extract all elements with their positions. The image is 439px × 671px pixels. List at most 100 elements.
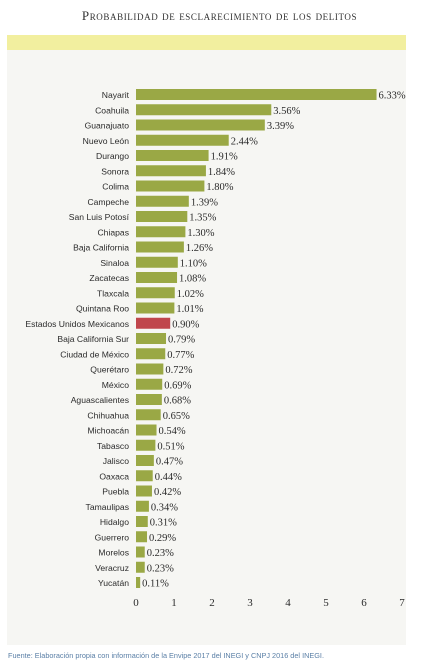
value-label: 0.77% (167, 350, 194, 361)
category-label: Baja California Sur (57, 334, 129, 344)
category-label: Puebla (102, 487, 129, 497)
bar (136, 241, 184, 253)
x-tick-label: 3 (247, 597, 253, 609)
bar (136, 180, 205, 192)
bar (136, 211, 188, 222)
value-label: 1.39% (191, 197, 218, 208)
bar (136, 195, 189, 207)
value-label: 0.72% (165, 365, 192, 376)
category-label: Zacatecas (89, 273, 129, 283)
category-label: Nuevo León (83, 136, 130, 146)
bar (136, 134, 229, 146)
bar (136, 89, 377, 100)
value-label: 0.90% (172, 319, 199, 330)
category-label: Chiapas (97, 227, 129, 237)
bar (136, 409, 161, 421)
category-label: Michoacán (87, 426, 129, 436)
x-tick-label: 4 (285, 597, 291, 609)
category-label: Querétaro (90, 365, 129, 375)
x-tick-label: 7 (399, 597, 405, 609)
value-label: 6.33% (379, 91, 406, 102)
value-label: 0.31% (150, 518, 177, 529)
value-label: 0.23% (147, 563, 174, 574)
value-label: 1.01% (176, 304, 203, 315)
x-tick-label: 2 (209, 597, 215, 609)
category-label: Nayarit (102, 90, 130, 100)
category-label: Guerrero (95, 532, 130, 542)
bar (136, 317, 171, 329)
bar (136, 531, 148, 543)
category-label: Baja California (73, 243, 129, 253)
bar (136, 516, 148, 527)
value-label: 1.10% (180, 258, 207, 269)
value-label: 0.11% (142, 579, 169, 590)
chart-title: Probabilidad de esclarecimiento de los d… (81, 8, 358, 23)
value-label: 2.44% (231, 136, 258, 147)
category-label: Sinaloa (100, 258, 129, 268)
bar (136, 363, 164, 375)
x-tick-label: 0 (133, 597, 139, 609)
x-tick-label: 6 (361, 597, 367, 609)
value-label: 1.08% (179, 274, 206, 285)
category-label: México (102, 380, 129, 390)
bar (136, 287, 175, 299)
category-label: Colima (102, 182, 129, 192)
bar (136, 470, 153, 482)
bar (136, 455, 154, 466)
bar (136, 485, 152, 497)
category-label: Morelos (98, 548, 129, 558)
category-label: Tamaulipas (86, 502, 129, 512)
value-label: 0.44% (155, 472, 182, 483)
value-label: 0.68% (164, 396, 191, 407)
category-label: Oaxaca (99, 471, 129, 481)
value-label: 0.34% (151, 502, 178, 513)
bar (136, 378, 163, 390)
value-label: 0.47% (156, 457, 183, 468)
category-label: Quintana Roo (76, 304, 129, 314)
bar (136, 165, 206, 177)
value-label: 1.30% (187, 228, 214, 239)
bar (136, 546, 145, 558)
value-label: 1.02% (177, 289, 204, 300)
value-label: 0.65% (163, 411, 190, 422)
bar (136, 150, 209, 161)
bar (136, 302, 175, 314)
value-label: 3.56% (273, 106, 300, 117)
value-label: 0.29% (149, 533, 176, 544)
bar (136, 272, 178, 283)
category-label: Veracruz (95, 563, 129, 573)
bar (136, 424, 157, 436)
value-label: 0.51% (157, 441, 184, 452)
bar (136, 348, 166, 360)
value-label: 1.35% (189, 213, 216, 224)
bar (136, 104, 272, 116)
category-label: Chihuahua (87, 410, 129, 420)
bar (136, 500, 149, 512)
category-label: Coahuila (95, 105, 129, 115)
category-label: Campeche (87, 197, 129, 207)
x-tick-label: 5 (323, 597, 329, 609)
bar (136, 333, 167, 344)
header-band (7, 35, 406, 50)
category-label: Estados Unidos Mexicanos (25, 319, 129, 329)
value-label: 0.79% (168, 335, 195, 346)
bar (136, 561, 145, 573)
bar (136, 439, 156, 451)
value-label: 3.39% (267, 121, 294, 132)
value-label: 1.80% (206, 182, 233, 193)
bar (136, 394, 162, 405)
value-label: 0.23% (147, 548, 174, 559)
category-label: Sonora (101, 166, 129, 176)
category-label: Durango (96, 151, 129, 161)
category-label: Tabasco (97, 441, 129, 451)
category-label: San Luis Potosí (69, 212, 130, 222)
value-label: 0.69% (164, 380, 191, 391)
source-note: Fuente: Elaboración propia con informaci… (8, 651, 324, 660)
value-label: 1.91% (211, 152, 238, 163)
category-label: Yucatán (98, 578, 129, 588)
value-label: 0.54% (159, 426, 186, 437)
category-label: Aguascalientes (71, 395, 129, 405)
category-label: Hidalgo (100, 517, 129, 527)
category-label: Jalisco (103, 456, 129, 466)
